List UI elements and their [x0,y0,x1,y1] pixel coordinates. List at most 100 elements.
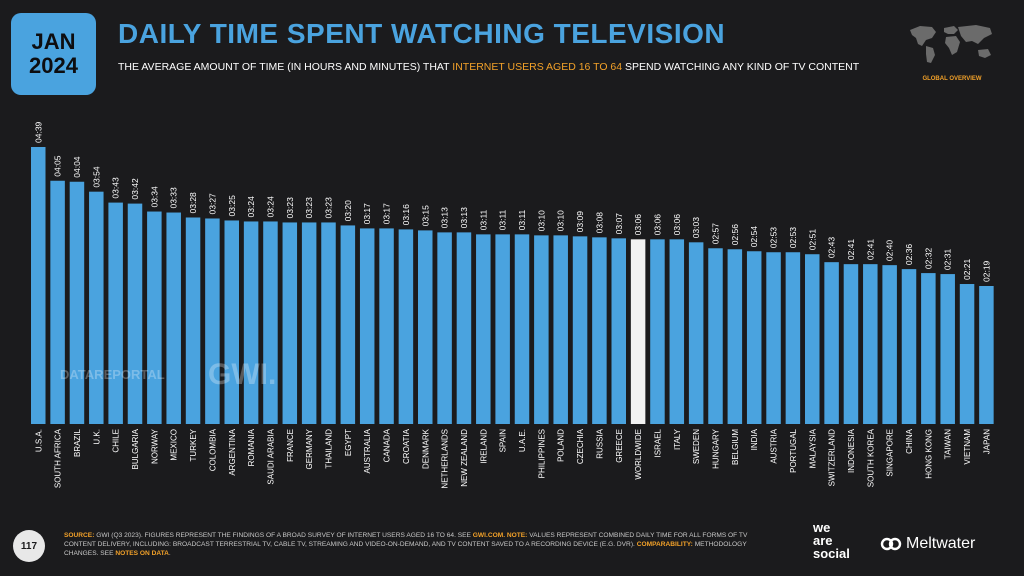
category-label: FRANCE [286,429,295,462]
category-label: U.K. [92,429,101,445]
value-label: 03:11 [478,209,488,230]
notes-on-data-link[interactable]: NOTES ON DATA [115,550,169,557]
source-link[interactable]: GWI.COM [472,532,504,539]
bar-bulgaria [127,203,143,424]
category-label: CHINA [905,428,914,454]
bar-brazil [69,181,85,424]
comparability-label: COMPARABILITY: [636,541,693,548]
value-label: 02:56 [730,224,740,246]
category-label: SWEDEN [692,429,701,464]
source-label: SOURCE: [64,532,95,539]
value-label: 03:10 [556,210,566,232]
bar-worldwide [630,239,646,424]
value-label: 03:27 [207,193,217,215]
bar-netherlands [437,232,452,424]
bar-colombia [205,218,220,424]
date-month: JAN [31,29,76,54]
value-label: 03:17 [382,203,392,225]
value-label: 02:53 [769,227,779,249]
subtitle-highlight: INTERNET USERS AGED 16 TO 64 [452,61,623,73]
value-label: 02:36 [904,244,914,266]
category-label: WORLDWIDE [634,429,643,480]
bar-portugal [785,252,801,424]
date-year: 2024 [29,53,78,78]
bar-south-korea [863,264,878,424]
category-label: PHILIPPINES [537,429,546,478]
footnote-end: . [168,550,171,557]
value-label: 02:51 [807,229,817,251]
category-label: EGYPT [344,429,353,456]
value-label: 04:39 [33,121,43,143]
value-label: 02:41 [865,239,875,261]
category-label: JAPAN [982,429,991,454]
bar-u-k [89,191,104,424]
bar-new-zealand [456,232,472,424]
meltwater-icon [880,537,902,551]
category-label: GREECE [615,429,624,463]
bar-egypt [340,225,356,424]
page-number: 117 [13,530,45,562]
bar-china [901,269,917,424]
value-label: 03:20 [343,200,353,222]
bar-indonesia [843,264,859,424]
note-label: . NOTE: [503,532,528,539]
category-label: NETHERLANDS [441,429,450,489]
value-label: 03:24 [246,196,256,218]
bar-argentina [224,220,239,424]
bar-switzerland [824,262,839,424]
category-label: HONG KONG [924,429,933,479]
value-label: 02:32 [923,248,933,270]
category-label: ISRAEL [653,428,662,457]
category-label: TURKEY [189,428,198,461]
category-label: SOUTH KOREA [866,428,875,487]
bar-thailand [321,222,336,424]
category-label: HUNGARY [712,428,721,469]
bar-turkey [185,217,201,424]
category-label: SWITZERLAND [828,429,837,487]
brand-social: social [813,546,850,561]
value-label: 03:25 [227,195,237,217]
bar-sweden [688,242,704,424]
bar-israel [650,239,665,424]
bar-mexico [166,212,181,424]
category-label: RUSSIA [595,428,604,458]
value-label: 03:09 [575,211,585,233]
bar-singapore [882,265,897,424]
bar-czechia [572,236,588,424]
bar-japan [979,285,994,424]
bar-ireland [476,234,491,424]
value-label: 02:53 [788,227,798,249]
value-label: 03:54 [91,166,101,188]
category-label: SAUDI ARABIA [266,428,275,484]
value-label: 04:04 [72,156,82,178]
value-label: 03:11 [498,209,508,230]
bar-norway [147,211,162,424]
value-label: 03:13 [440,207,450,229]
category-label: U.S.A. [34,429,43,452]
category-label: ARGENTINA [228,428,237,475]
value-label: 03:17 [362,203,372,225]
bar-saudi-arabia [263,221,278,424]
category-label: GERMANY [305,428,314,469]
category-label: INDIA [750,428,759,450]
world-map-icon [910,25,992,63]
bar-u-a-e [514,234,530,424]
value-label: 02:19 [981,260,991,282]
brand-meltwater: Meltwater [906,535,976,552]
datareportal-watermark: DATAREPORTAL [60,367,165,382]
category-label: IRELAND [479,429,488,464]
category-label: NORWAY [150,428,159,464]
category-label: BELGIUM [731,429,740,465]
bar-germany [301,222,317,424]
bar-austria [766,252,781,424]
we-are-social-logo: we are social [813,521,850,560]
category-label: AUSTRIA [770,428,779,463]
source-text: GWI (Q3 2023). FIGURES REPRESENT THE FIN… [94,532,473,539]
category-label: SOUTH AFRICA [54,428,63,488]
category-label: MALAYSIA [808,428,817,468]
bar-hungary [708,248,723,424]
subtitle-post: SPEND WATCHING ANY KIND OF TV CONTENT [622,61,860,73]
bar-italy [669,239,685,424]
value-label: 02:41 [846,239,856,261]
